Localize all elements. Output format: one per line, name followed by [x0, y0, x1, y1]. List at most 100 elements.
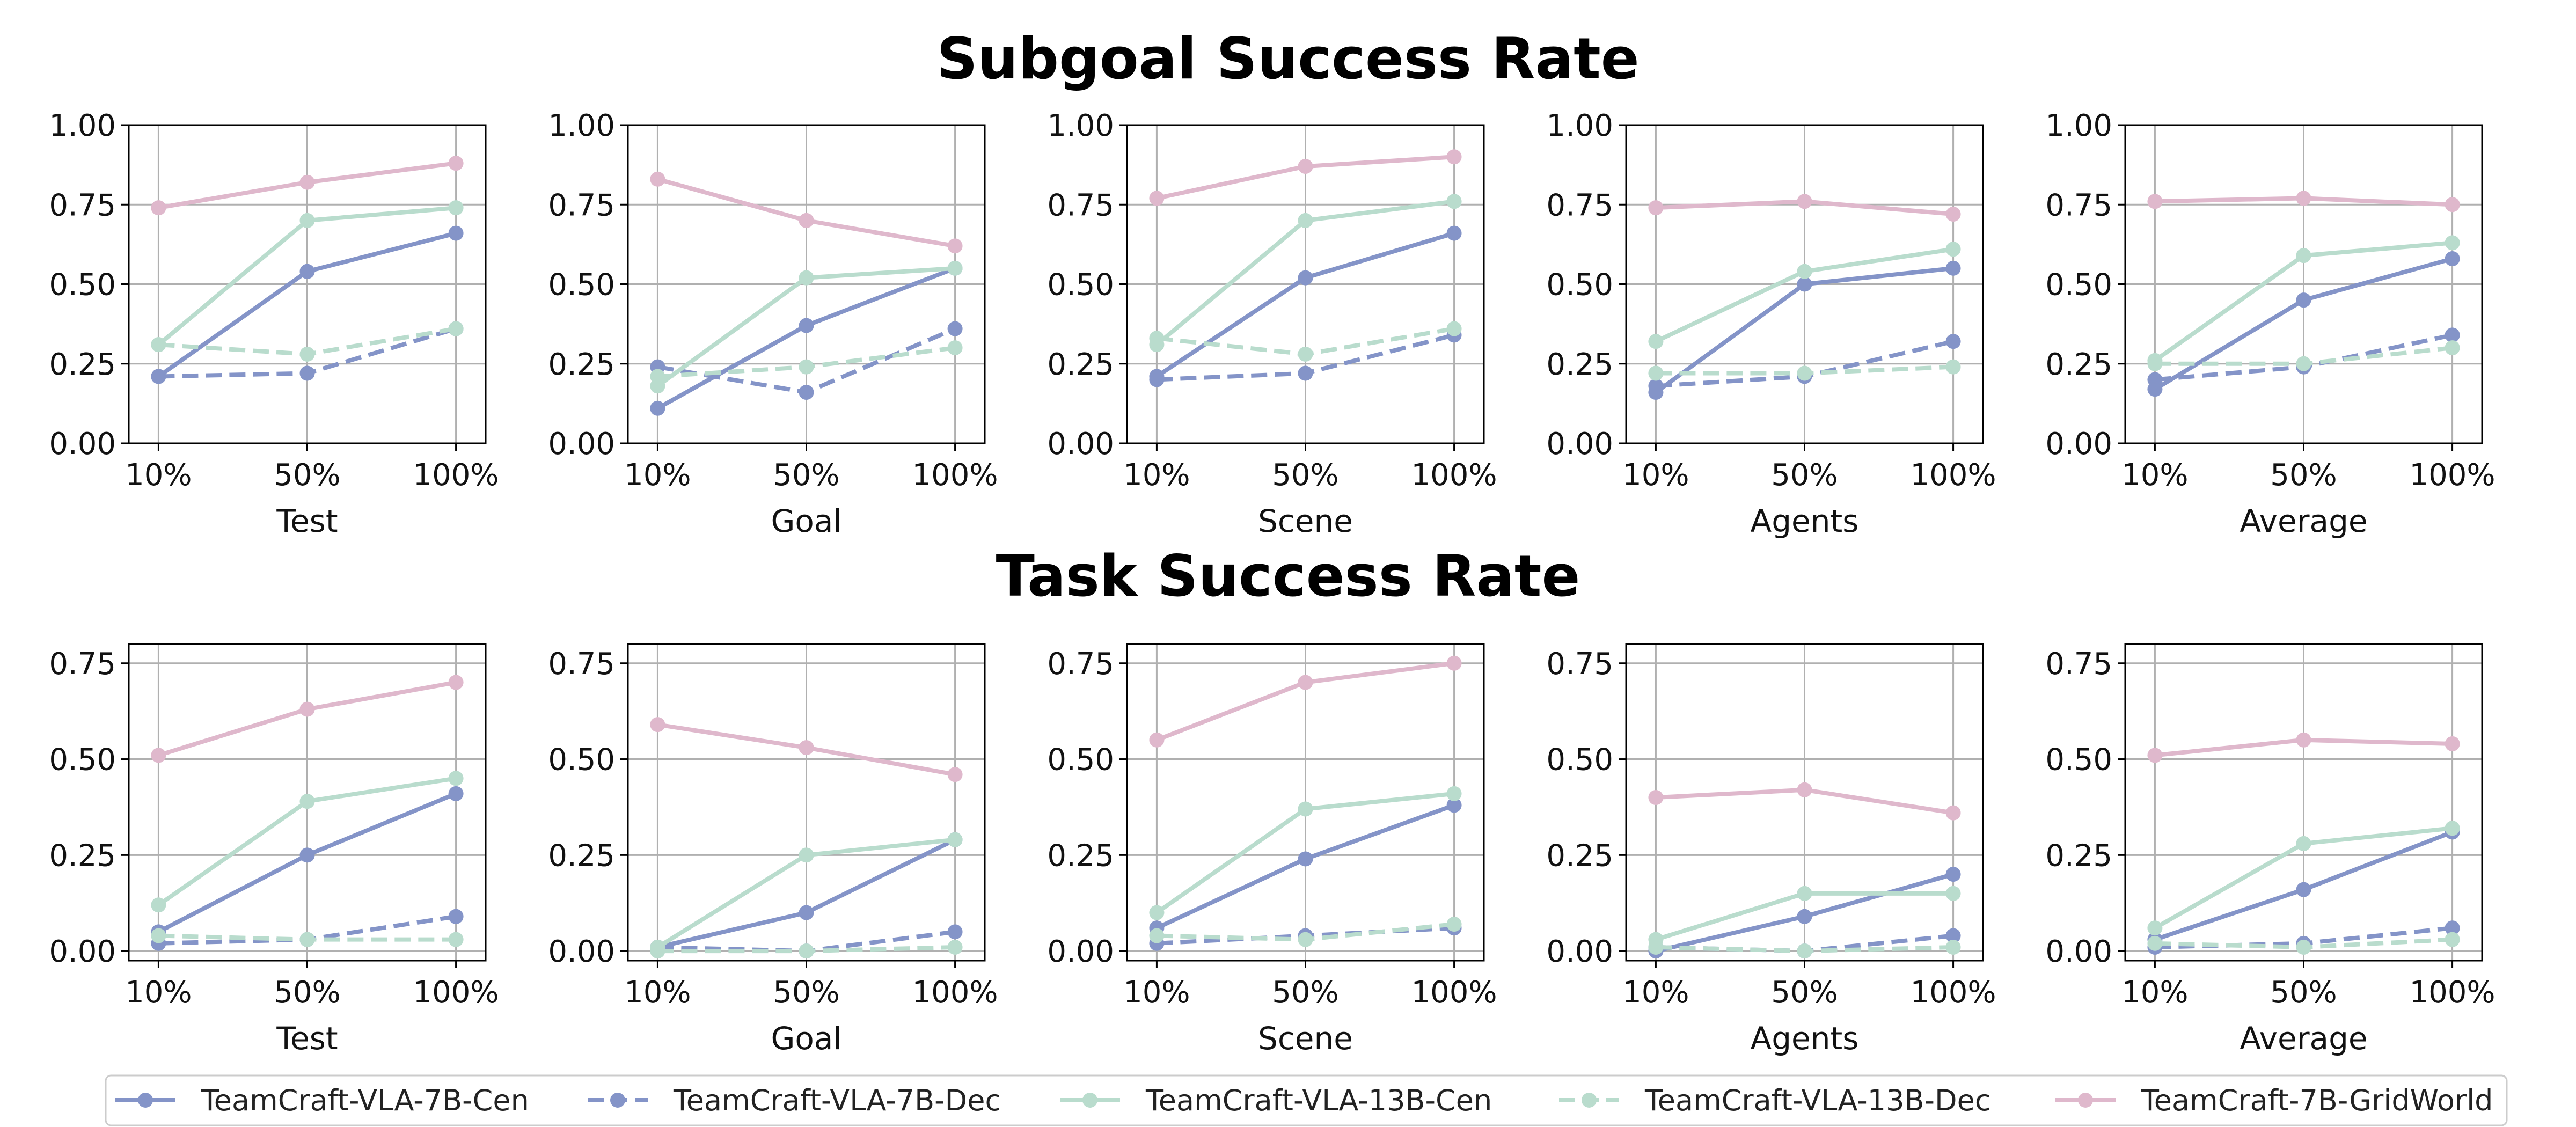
x-tick-label: 10% — [125, 458, 192, 493]
y-tick-label: 0.75 — [1047, 188, 1114, 223]
x-tick-label: 100% — [912, 458, 998, 493]
data-point-teamcraft-7b-gridworld — [1446, 655, 1462, 671]
data-point-teamcraft-vla-7b-cen — [1797, 276, 1812, 292]
data-point-teamcraft-vla-7b-cen — [299, 847, 315, 863]
x-axis-label: Test — [276, 503, 338, 539]
data-point-teamcraft-vla-7b-cen — [1446, 225, 1462, 241]
data-point-teamcraft-vla-7b-cen — [1298, 851, 1313, 867]
data-point-teamcraft-vla-7b-cen — [650, 400, 665, 416]
y-tick-label: 0.75 — [1546, 188, 1613, 223]
x-axis-label: Goal — [771, 503, 841, 539]
data-point-teamcraft-vla-13b-dec — [2445, 340, 2460, 356]
data-point-teamcraft-vla-13b-dec — [1149, 331, 1165, 346]
subplot-task-success-rate-average: 0.00 0.25 0.50 0.75 10% 50% 100% Average — [2045, 643, 2496, 1057]
x-tick-label: 50% — [773, 975, 839, 1010]
legend-swatch-marker — [1082, 1093, 1097, 1108]
data-point-teamcraft-vla-13b-cen — [299, 213, 315, 228]
y-tick-label: 0.75 — [1546, 647, 1613, 682]
data-point-teamcraft-vla-7b-dec — [151, 369, 166, 384]
x-axis-label: Scene — [1258, 503, 1353, 539]
y-tick-label: 0.00 — [548, 934, 615, 969]
y-tick-label: 1.00 — [1546, 108, 1613, 143]
data-point-teamcraft-7b-gridworld — [1648, 790, 1664, 806]
legend-swatch-marker — [610, 1093, 625, 1108]
data-point-teamcraft-7b-gridworld — [299, 701, 315, 717]
y-tick-label: 0.25 — [2045, 347, 2112, 382]
x-tick-label: 10% — [2121, 975, 2188, 1010]
y-tick-label: 0.00 — [1047, 427, 1114, 462]
data-point-teamcraft-vla-13b-cen — [947, 832, 963, 847]
data-point-teamcraft-vla-7b-cen — [799, 905, 814, 920]
subplot-subgoal-success-rate-average: 0.00 0.25 0.50 0.75 1.00 10% 50% 100% Average — [2045, 108, 2495, 539]
data-point-teamcraft-vla-13b-dec — [1797, 365, 1812, 381]
y-tick-label: 0.25 — [1546, 347, 1613, 382]
section-title-task: Task Success Rate — [996, 543, 1580, 609]
data-point-teamcraft-7b-gridworld — [2296, 191, 2311, 206]
data-point-teamcraft-7b-gridworld — [448, 675, 464, 690]
y-tick-label: 0.50 — [548, 268, 615, 303]
y-tick-label: 0.00 — [1546, 427, 1613, 462]
x-tick-label: 50% — [1272, 458, 1338, 493]
data-point-teamcraft-vla-13b-dec — [1945, 939, 1961, 955]
data-point-teamcraft-7b-gridworld — [151, 200, 166, 216]
legend-label: TeamCraft-VLA-13B-Dec — [1644, 1084, 1991, 1117]
x-tick-label: 50% — [1771, 458, 1838, 493]
legend-swatch-marker — [138, 1093, 153, 1108]
y-tick-label: 0.50 — [49, 743, 116, 778]
data-point-teamcraft-7b-gridworld — [2445, 197, 2460, 213]
data-point-teamcraft-vla-13b-cen — [1298, 213, 1313, 228]
x-tick-label: 10% — [1123, 975, 1190, 1010]
x-tick-label: 10% — [1123, 458, 1190, 493]
data-point-teamcraft-7b-gridworld — [1797, 194, 1812, 209]
y-tick-label: 0.50 — [1047, 268, 1114, 303]
data-point-teamcraft-vla-7b-dec — [2147, 372, 2163, 387]
data-point-teamcraft-vla-7b-dec — [2445, 920, 2460, 936]
data-point-teamcraft-vla-13b-cen — [2445, 235, 2460, 251]
x-tick-label: 50% — [773, 458, 839, 493]
subplot-task-success-rate-scene: 0.00 0.25 0.50 0.75 10% 50% 100% Scene — [1047, 643, 1497, 1057]
x-tick-label: 10% — [2121, 458, 2188, 493]
x-tick-label: 50% — [1272, 975, 1338, 1010]
x-axis-label: Average — [2240, 1020, 2367, 1057]
data-point-teamcraft-vla-7b-cen — [2296, 882, 2311, 897]
data-point-teamcraft-vla-7b-dec — [1945, 334, 1961, 349]
y-tick-label: 0.00 — [2045, 427, 2112, 462]
x-tick-label: 50% — [2270, 458, 2337, 493]
y-tick-label: 0.00 — [2045, 934, 2112, 969]
x-tick-label: 100% — [413, 975, 499, 1010]
data-point-teamcraft-7b-gridworld — [799, 740, 814, 756]
data-point-teamcraft-vla-13b-dec — [1945, 359, 1961, 375]
data-point-teamcraft-vla-13b-dec — [2147, 935, 2163, 951]
x-axis-label: Scene — [1258, 1020, 1353, 1057]
data-point-teamcraft-vla-13b-dec — [1149, 928, 1165, 943]
data-point-teamcraft-vla-7b-cen — [448, 786, 464, 801]
data-point-teamcraft-vla-13b-cen — [799, 270, 814, 286]
data-point-teamcraft-vla-7b-dec — [947, 321, 963, 336]
y-tick-label: 0.25 — [548, 347, 615, 382]
data-point-teamcraft-vla-13b-dec — [1446, 917, 1462, 932]
data-point-teamcraft-vla-13b-dec — [2147, 356, 2163, 371]
x-axis-label: Goal — [771, 1020, 841, 1057]
legend-swatch-marker — [1582, 1093, 1597, 1108]
data-point-teamcraft-vla-7b-cen — [299, 264, 315, 279]
y-tick-label: 0.75 — [49, 188, 116, 223]
data-point-teamcraft-7b-gridworld — [1298, 159, 1313, 174]
data-point-teamcraft-vla-7b-dec — [1149, 372, 1165, 387]
data-point-teamcraft-vla-13b-dec — [448, 932, 464, 947]
data-point-teamcraft-vla-13b-cen — [299, 794, 315, 809]
data-point-teamcraft-vla-7b-dec — [947, 924, 963, 940]
data-point-teamcraft-vla-7b-cen — [1797, 909, 1812, 924]
y-tick-label: 0.50 — [2045, 268, 2112, 303]
data-point-teamcraft-vla-13b-dec — [947, 340, 963, 356]
data-point-teamcraft-vla-13b-dec — [299, 346, 315, 362]
data-point-teamcraft-7b-gridworld — [650, 171, 665, 187]
x-tick-label: 100% — [2410, 458, 2496, 493]
legend-label: TeamCraft-VLA-13B-Cen — [1145, 1084, 1492, 1117]
data-point-teamcraft-7b-gridworld — [2147, 194, 2163, 209]
data-point-teamcraft-7b-gridworld — [947, 767, 963, 782]
data-point-teamcraft-vla-7b-dec — [2445, 327, 2460, 343]
y-tick-label: 1.00 — [49, 108, 116, 143]
data-point-teamcraft-vla-13b-dec — [1298, 346, 1313, 362]
legend-item-teamcraft-vla-7b-dec: TeamCraft-VLA-7B-Dec — [588, 1084, 1001, 1117]
